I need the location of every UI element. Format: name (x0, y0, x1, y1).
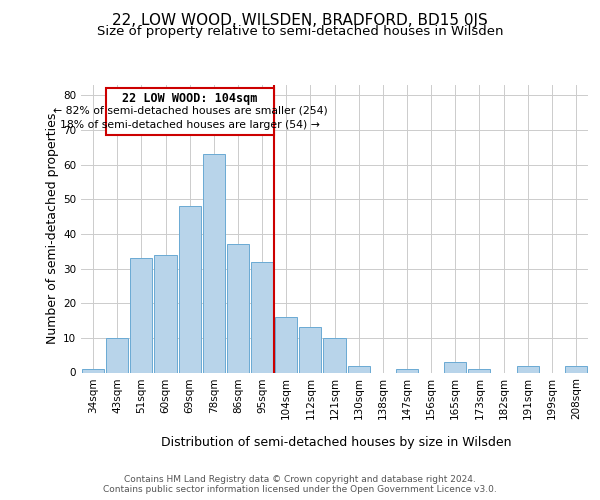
Text: Size of property relative to semi-detached houses in Wilsden: Size of property relative to semi-detach… (97, 25, 503, 38)
Bar (275, 317, 298, 372)
Bar (203, 154, 225, 372)
Bar (179, 206, 201, 372)
Bar (106, 338, 128, 372)
Bar (396, 369, 418, 372)
Bar (154, 254, 176, 372)
FancyBboxPatch shape (106, 88, 274, 135)
Text: 22 LOW WOOD: 104sqm: 22 LOW WOOD: 104sqm (122, 92, 257, 105)
Text: Contains public sector information licensed under the Open Government Licence v3: Contains public sector information licen… (103, 486, 497, 494)
Y-axis label: Number of semi-detached properties: Number of semi-detached properties (46, 113, 59, 344)
Bar (323, 338, 346, 372)
Bar (444, 362, 466, 372)
Text: Contains HM Land Registry data © Crown copyright and database right 2024.: Contains HM Land Registry data © Crown c… (124, 474, 476, 484)
Text: Distribution of semi-detached houses by size in Wilsden: Distribution of semi-detached houses by … (161, 436, 511, 449)
Bar (251, 262, 273, 372)
Bar (130, 258, 152, 372)
Bar (565, 366, 587, 372)
Text: 22, LOW WOOD, WILSDEN, BRADFORD, BD15 0JS: 22, LOW WOOD, WILSDEN, BRADFORD, BD15 0J… (112, 12, 488, 28)
Text: 18% of semi-detached houses are larger (54) →: 18% of semi-detached houses are larger (… (60, 120, 320, 130)
Bar (517, 366, 539, 372)
Text: ← 82% of semi-detached houses are smaller (254): ← 82% of semi-detached houses are smalle… (53, 106, 328, 116)
Bar (468, 369, 490, 372)
Bar (227, 244, 249, 372)
Bar (347, 366, 370, 372)
Bar (299, 328, 322, 372)
Bar (82, 369, 104, 372)
